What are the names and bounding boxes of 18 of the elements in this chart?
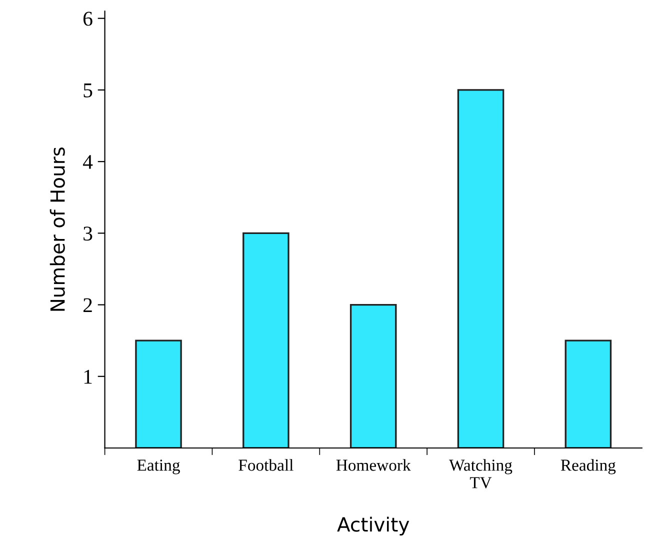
bar: [457, 89, 504, 448]
y-axis-title: Number of Hours: [50, 147, 65, 311]
x-tick-label: Eating: [137, 460, 180, 474]
y-tick-label: 6: [83, 12, 92, 26]
bar: [350, 304, 397, 448]
x-tick-label: Watching TV: [449, 459, 512, 488]
y-tick-label: 2: [83, 298, 92, 312]
y-tick-label: 5: [84, 84, 92, 98]
y-tick-label: 4: [82, 155, 93, 169]
x-tick-label: Homework: [336, 459, 411, 471]
x-tick-label: Football: [238, 459, 294, 471]
x-tick-label: Reading: [560, 459, 616, 474]
y-tick-label: 1: [84, 370, 92, 384]
bar: [564, 340, 612, 448]
bar: [242, 232, 290, 448]
x-axis-title: Activity: [337, 516, 410, 536]
bar: [135, 340, 182, 448]
y-tick-label: 3: [84, 226, 92, 241]
